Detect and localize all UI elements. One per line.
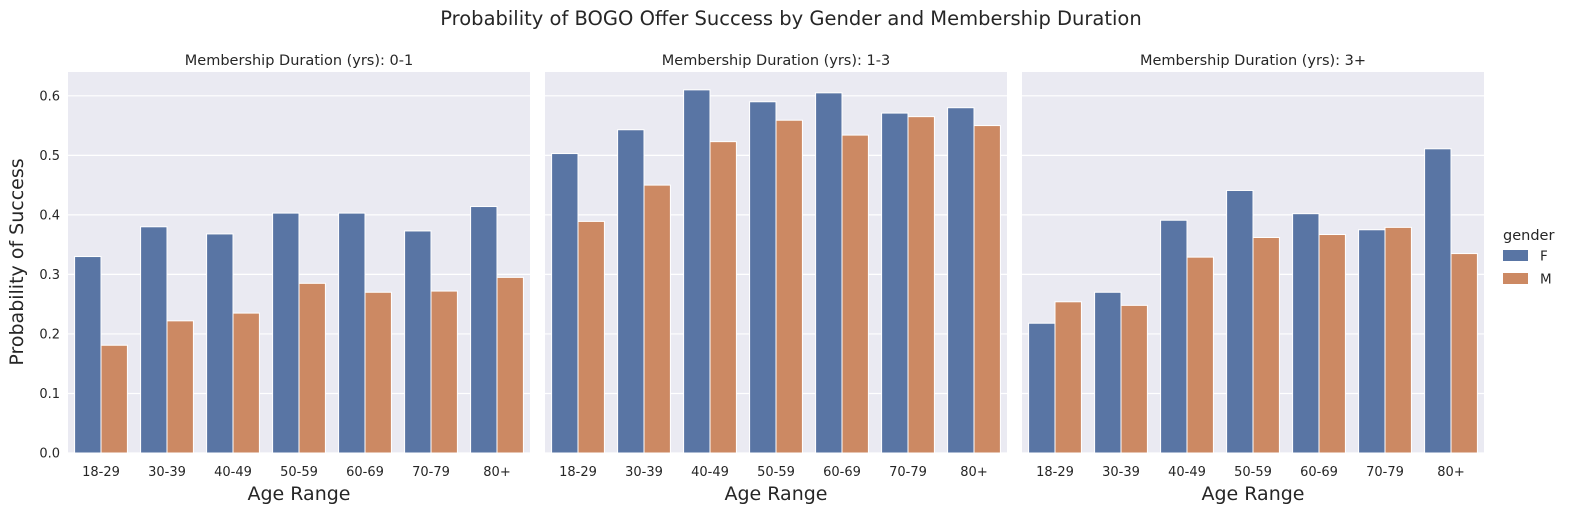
x-tick-label: 18-29: [82, 465, 120, 480]
facet-title: Membership Duration (yrs): 1-3: [662, 53, 890, 69]
bar-f-30-39: [1094, 291, 1122, 454]
bar-f-70-79: [1358, 229, 1386, 454]
bar-f-50-59: [1226, 189, 1254, 454]
x-tick-label: 50-59: [1234, 465, 1272, 480]
legend-title: gender: [1503, 228, 1554, 244]
bar-f-80+: [1424, 148, 1452, 454]
bar-f-60-69: [338, 212, 366, 454]
x-tick-label: 60-69: [823, 465, 861, 480]
bar-m-70-79: [907, 116, 935, 454]
bar-f-40-49: [683, 89, 711, 454]
legend-swatch-f: [1503, 250, 1528, 261]
y-tick-label: 0.2: [39, 327, 60, 342]
facet-title: Membership Duration (yrs): 3+: [1140, 53, 1366, 69]
bar-m-50-59: [1252, 236, 1280, 454]
x-tick-label: 18-29: [559, 465, 597, 480]
x-tick-label: 60-69: [346, 465, 384, 480]
x-tick-label: 50-59: [280, 465, 318, 480]
bar-m-50-59: [775, 119, 803, 454]
bar-f-60-69: [1292, 213, 1320, 454]
x-axis-label: Age Range: [247, 483, 350, 505]
x-tick-label: 40-49: [691, 465, 729, 480]
x-tick-label: 80+: [1437, 465, 1464, 480]
bar-m-40-49: [1186, 256, 1214, 454]
bar-m-18-29: [1054, 301, 1082, 454]
x-tick-label: 70-79: [412, 465, 450, 480]
bar-m-60-69: [841, 134, 869, 454]
bar-f-50-59: [272, 212, 300, 454]
bar-f-30-39: [140, 226, 168, 454]
bar-m-70-79: [1384, 226, 1412, 454]
bar-f-60-69: [815, 92, 843, 454]
bar-m-18-29: [100, 344, 128, 454]
legend-label-f: F: [1540, 249, 1548, 265]
bar-f-18-29: [551, 153, 579, 454]
facet-panel-2: Membership Duration (yrs): 1-3 18-29 30-39…: [545, 53, 1007, 505]
x-axis-label: Age Range: [1201, 483, 1304, 505]
chart-panels: 0.0 0.1 0.2 0.3 0.4 0.5 0.6 Membership Duration…: [39, 53, 1484, 505]
y-tick-label: 0.6: [39, 89, 60, 104]
bar-m-60-69: [364, 291, 392, 454]
bar-m-30-39: [1120, 304, 1148, 454]
y-tick-label: 0.4: [39, 208, 60, 223]
y-axis-label: Probability of Success: [6, 158, 28, 365]
bar-f-70-79: [881, 112, 909, 454]
facet-panel-1: 0.0 0.1 0.2 0.3 0.4 0.5 0.6 Membership Duration…: [39, 53, 530, 505]
x-tick-label: 30-39: [148, 465, 186, 480]
legend-label-m: M: [1540, 272, 1552, 288]
bar-m-80+: [496, 276, 524, 454]
x-tick-label: 70-79: [1366, 465, 1404, 480]
legend: gender FM: [1503, 228, 1554, 288]
bar-f-18-29: [74, 256, 102, 454]
x-axis-label: Age Range: [724, 483, 827, 505]
bar-m-40-49: [232, 312, 260, 454]
chart-title: Probability of BOGO Offer Success by Gen…: [440, 7, 1141, 30]
facet-panel-3: Membership Duration (yrs): 3+ 18-29 30-39 4…: [1022, 53, 1484, 505]
bar-f-50-59: [749, 101, 777, 454]
facet-title: Membership Duration (yrs): 0-1: [185, 53, 413, 69]
x-tick-label: 30-39: [1102, 465, 1140, 480]
y-tick-label: 0.1: [39, 387, 60, 402]
legend-swatch-m: [1503, 273, 1528, 284]
bar-m-60-69: [1318, 234, 1346, 454]
bar-f-70-79: [404, 230, 432, 454]
bar-m-80+: [973, 125, 1001, 454]
bar-m-30-39: [643, 184, 671, 454]
bar-f-40-49: [1160, 219, 1188, 454]
x-tick-label: 60-69: [1300, 465, 1338, 480]
x-tick-label: 80+: [960, 465, 987, 480]
bar-m-70-79: [430, 290, 458, 454]
x-tick-label: 18-29: [1036, 465, 1074, 480]
bar-f-18-29: [1028, 322, 1056, 454]
bar-f-30-39: [617, 129, 645, 454]
bar-m-40-49: [709, 141, 737, 454]
bar-m-18-29: [577, 220, 605, 454]
x-tick-label: 80+: [483, 465, 510, 480]
y-tick-label: 0.3: [39, 268, 60, 283]
bar-f-40-49: [206, 233, 234, 454]
bar-m-50-59: [298, 282, 326, 454]
x-tick-label: 50-59: [757, 465, 795, 480]
bar-m-30-39: [166, 320, 194, 454]
y-tick-label: 0.0: [39, 447, 60, 462]
x-tick-label: 70-79: [889, 465, 927, 480]
x-tick-label: 40-49: [214, 465, 252, 480]
bar-f-80+: [947, 107, 975, 454]
bar-f-80+: [470, 206, 498, 454]
x-tick-label: 30-39: [625, 465, 663, 480]
bar-m-80+: [1450, 253, 1478, 454]
y-tick-label: 0.5: [39, 149, 60, 164]
x-tick-label: 40-49: [1168, 465, 1206, 480]
